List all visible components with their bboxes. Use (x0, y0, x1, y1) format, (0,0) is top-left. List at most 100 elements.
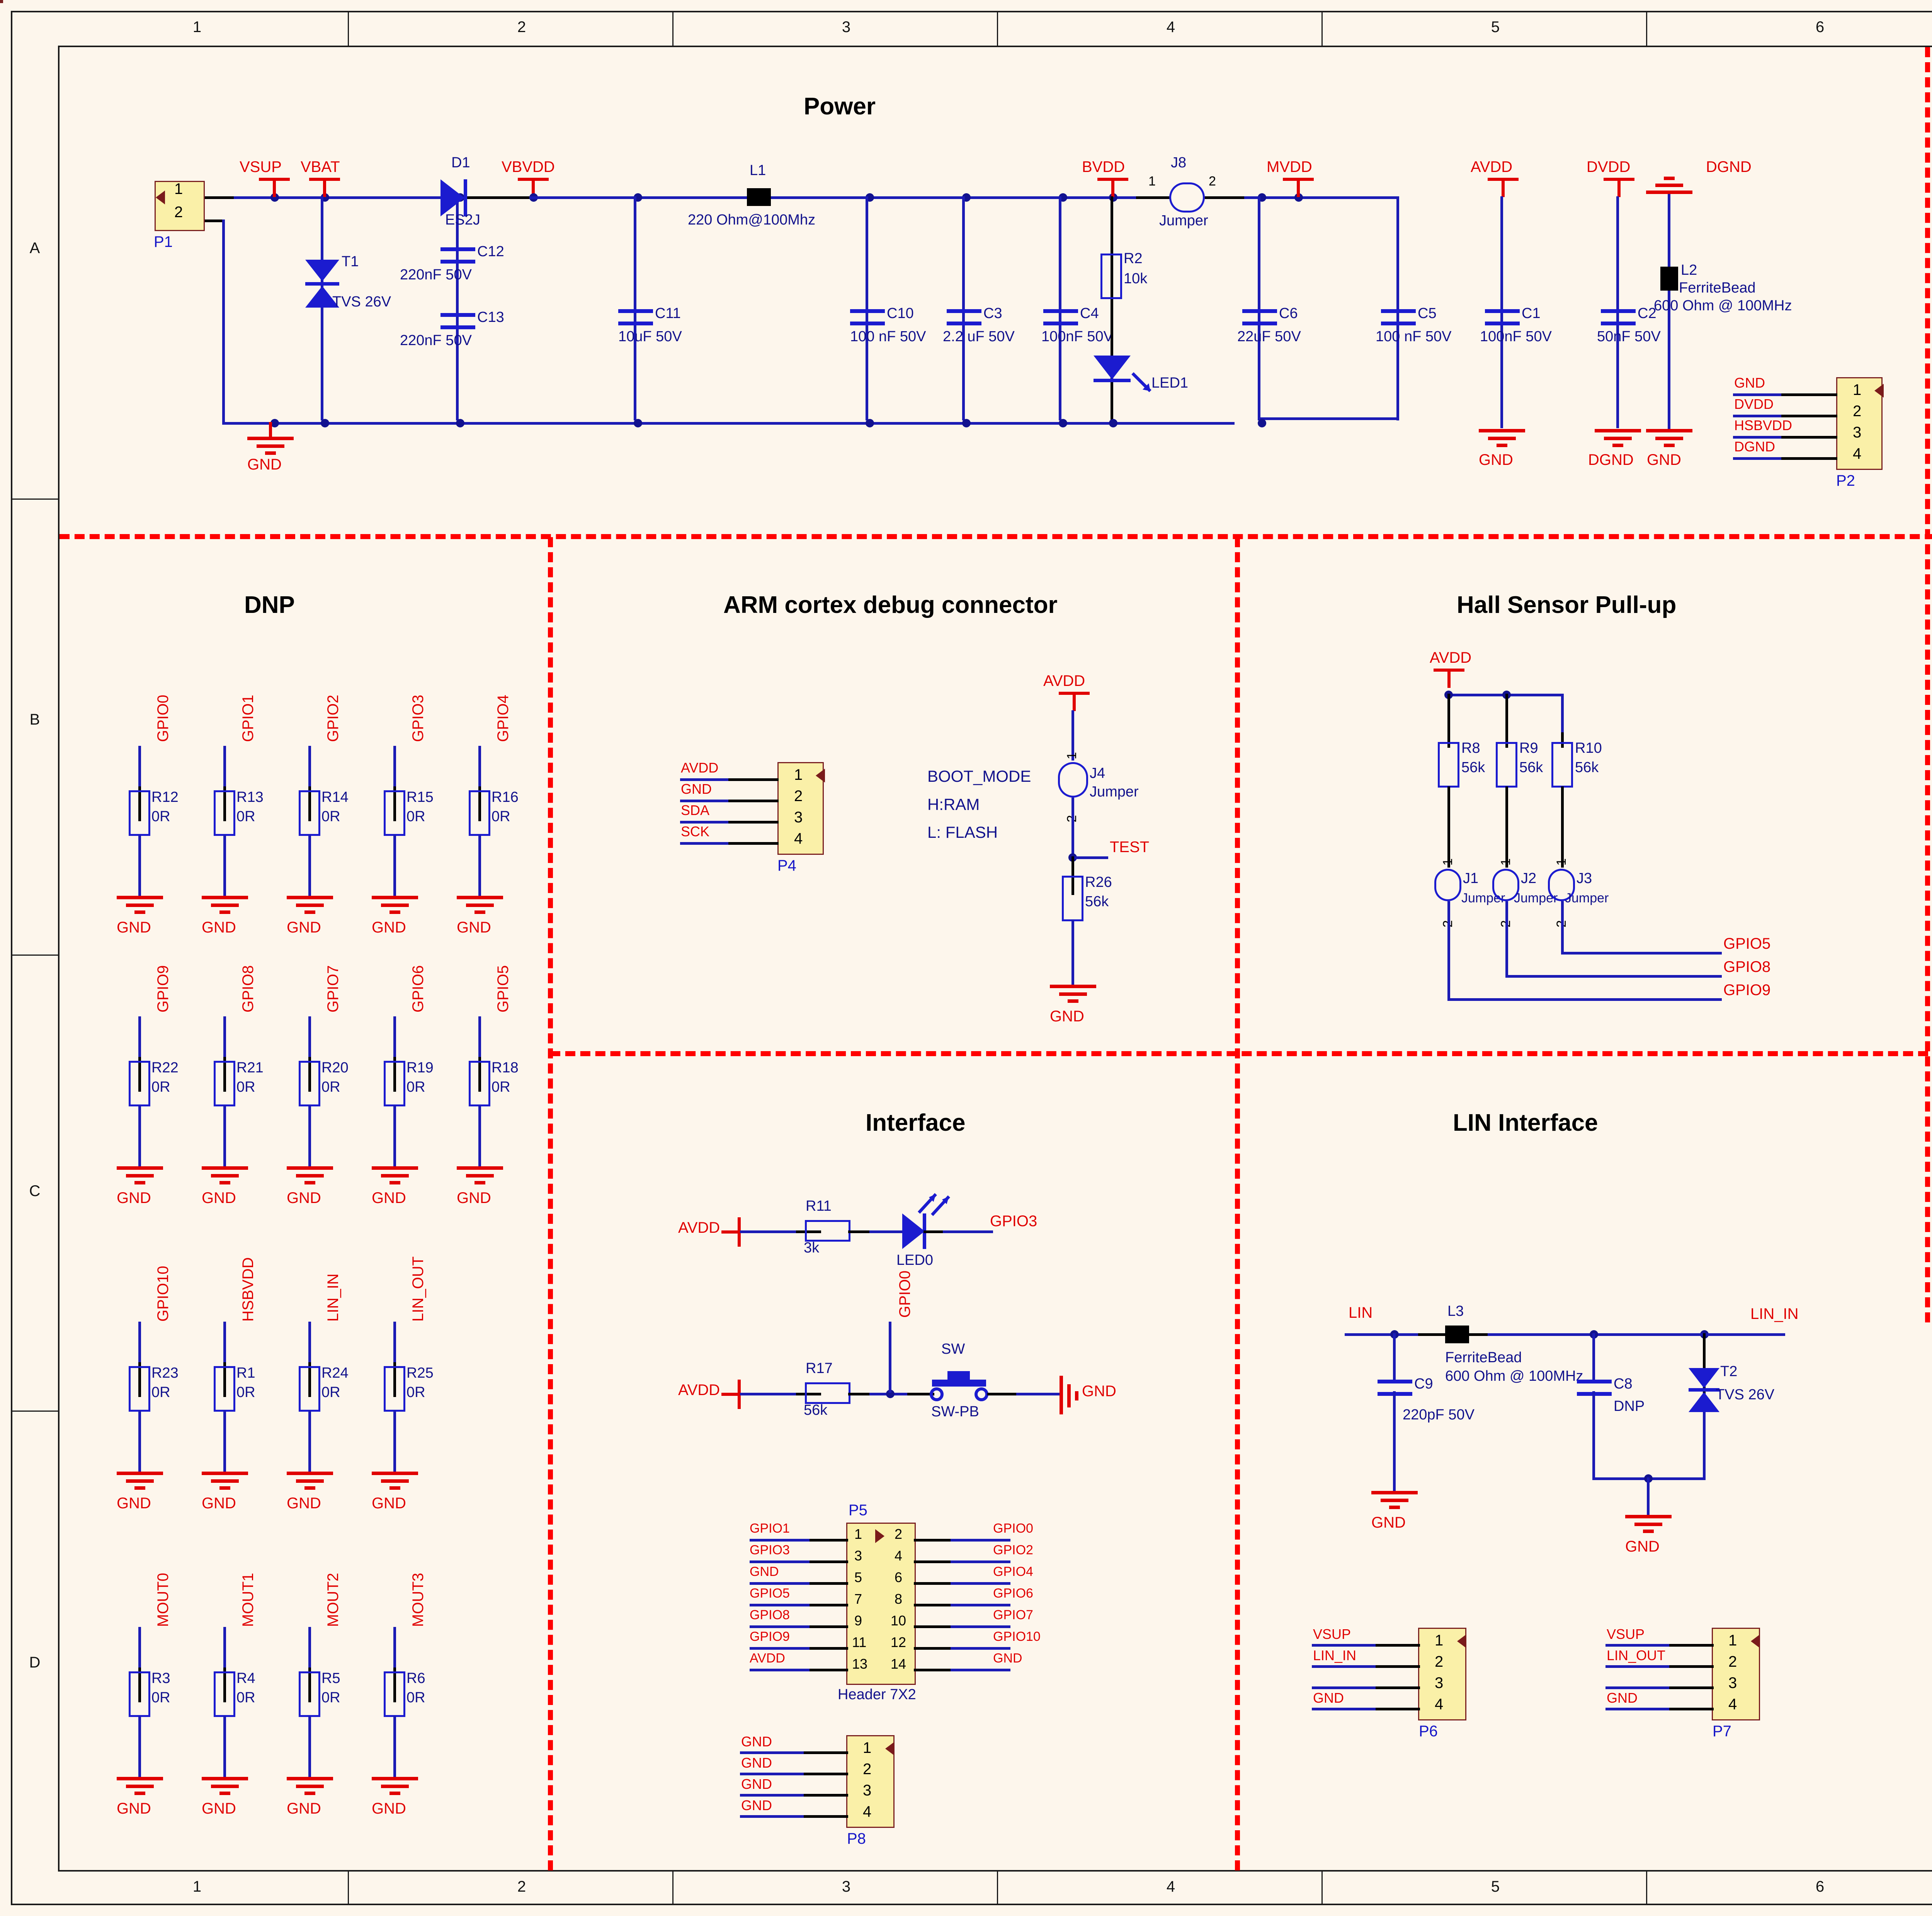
net-label: GPIO2 (325, 694, 342, 742)
ferrite-bead-l1 (747, 188, 771, 206)
net-label-gpio5: GPIO5 (1723, 935, 1771, 952)
net-label-gpio3: GPIO3 (990, 1213, 1037, 1230)
wire (1733, 457, 1781, 460)
frame-tick-rowD (11, 1411, 58, 1412)
net-label-gnd: GND (202, 1495, 236, 1512)
wire (1561, 786, 1564, 868)
wire (740, 1815, 804, 1818)
pin-number: 11 (852, 1634, 867, 1650)
connector-p7[interactable]: 1 2 3 4 (1712, 1628, 1760, 1720)
pin-number: 4 (1728, 1696, 1737, 1713)
net-label: HSBVDD (240, 1257, 257, 1322)
jumper-j3[interactable] (1548, 869, 1575, 901)
frame-tick-col2b (348, 1872, 349, 1905)
wire (1689, 1333, 1785, 1336)
net-label-gnd: GND (457, 919, 491, 936)
value-t1: TVS 26V (332, 294, 391, 310)
wire (914, 1539, 954, 1542)
value-c2: 50nF 50V (1597, 328, 1661, 345)
pin-number: 1 (1148, 174, 1156, 189)
wire (680, 778, 728, 781)
zone-row-left-A: A (29, 240, 40, 257)
net-label-gnd: GND (372, 1495, 406, 1512)
net-label-gnd: GND (287, 919, 321, 936)
wire (223, 1716, 226, 1778)
net-label: GND (741, 1755, 772, 1771)
pin-number: 2 (1209, 174, 1216, 189)
wire (138, 1105, 141, 1167)
wire (1393, 1391, 1396, 1492)
zone-col-top-1: 1 (192, 19, 202, 36)
wire (808, 1669, 848, 1671)
ref-label: R23 (151, 1365, 179, 1381)
wire (456, 196, 459, 420)
jumper-j4[interactable] (1058, 762, 1088, 798)
connector-p6[interactable]: 1 2 3 4 (1418, 1628, 1466, 1720)
zone-col-bot-3: 3 (842, 1878, 851, 1895)
value-j4: Jumper (1090, 784, 1139, 800)
net-label: GPIO10 (993, 1629, 1041, 1644)
connector-p8[interactable]: 1 2 3 4 (846, 1735, 895, 1828)
jumper-j8[interactable] (1169, 182, 1205, 213)
wire (889, 1322, 891, 1393)
value-label: 0R (406, 1079, 425, 1095)
value-d1: ES2J (445, 212, 480, 228)
net-label-p4-2: GND (681, 781, 712, 797)
label-p5-type: Header 7X2 (838, 1686, 916, 1703)
value-label: 0R (236, 1384, 255, 1400)
net-label-gpio8: GPIO8 (1723, 958, 1771, 975)
value-label: 0R (492, 1079, 510, 1095)
pin-number: 7 (854, 1591, 862, 1607)
pin-number: 3 (854, 1548, 862, 1564)
wire (138, 1627, 141, 1669)
tvs-diode-t1-icon (305, 260, 339, 281)
pin-number: 1 (854, 1526, 862, 1542)
ground-symbol (117, 1166, 163, 1200)
wire (1505, 694, 1508, 748)
connector-direction-arrow-icon (1751, 1634, 1760, 1648)
net-label-avdd: AVDD (1471, 158, 1513, 175)
label-boot-mode: BOOT_MODE (927, 767, 1031, 785)
wire-vbvdd-rail (529, 196, 1136, 199)
net-label-avdd: AVDD (678, 1382, 720, 1399)
net-label: GND (1607, 1690, 1638, 1706)
wire (138, 1322, 141, 1364)
wire (1647, 1477, 1650, 1516)
pin-number: 14 (891, 1656, 906, 1672)
resistor-r11 (805, 1220, 850, 1242)
net-label-gnd: GND (117, 1189, 151, 1206)
connector-p4[interactable]: 1 2 3 4 (777, 762, 825, 855)
ref-r17: R17 (806, 1360, 833, 1377)
net-label-gnd: GND (117, 1495, 151, 1512)
ground-symbol (202, 1472, 248, 1505)
zone-col-top-4: 4 (1166, 19, 1175, 36)
jumper-j2[interactable] (1492, 869, 1519, 901)
net-label: GPIO2 (993, 1543, 1033, 1557)
net-label: GND (750, 1564, 779, 1579)
net-label: GND (741, 1734, 772, 1749)
value-c11: 10uF 50V (618, 328, 682, 345)
jumper-j1[interactable] (1434, 869, 1461, 901)
power-port-avdd (1434, 669, 1464, 688)
connector-p1[interactable]: 1 2 (155, 180, 205, 231)
junction (321, 419, 329, 427)
wire (223, 1016, 226, 1059)
junction (886, 1390, 895, 1398)
section-title-lin: LIN Interface (1453, 1109, 1598, 1136)
junction (270, 193, 279, 202)
ground-symbol (1479, 429, 1525, 462)
wire (1372, 1665, 1420, 1668)
wire (800, 1815, 848, 1818)
pin-number: 1 (863, 1739, 872, 1756)
value-label: 0R (406, 1690, 425, 1706)
wire (869, 1230, 908, 1233)
wire (478, 1057, 481, 1092)
connector-p2[interactable]: 1 2 3 4 (1836, 377, 1884, 470)
connector-p5[interactable]: 1 3 5 7 9 11 13 2 4 6 8 10 12 14 (846, 1523, 916, 1685)
wire (205, 196, 236, 199)
ref-sw: SW (941, 1341, 965, 1357)
resistor (214, 1366, 235, 1412)
wire (808, 1604, 848, 1606)
net-label: GPIO4 (993, 1564, 1033, 1579)
net-label-vbvdd: VBVDD (502, 158, 555, 175)
